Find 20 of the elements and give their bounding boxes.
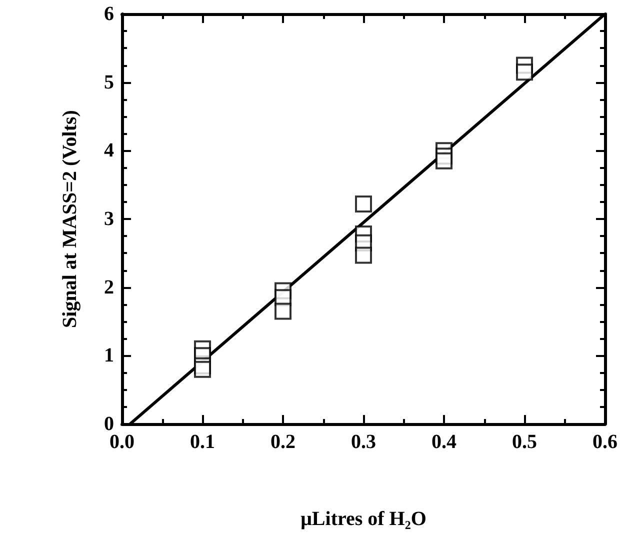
y-tick-label: 6 xyxy=(104,3,114,25)
x-tick-label: 0.6 xyxy=(592,431,618,453)
y-tick-label: 2 xyxy=(104,276,114,298)
x-tick-label: 0.5 xyxy=(512,431,537,453)
x-axis-title: μLitres of H₂O xyxy=(300,508,426,530)
y-tick-label: 3 xyxy=(104,208,114,230)
point xyxy=(274,302,292,320)
x-tick-label: 0.3 xyxy=(351,431,376,453)
point xyxy=(436,152,452,170)
x-tick-label: 0.4 xyxy=(432,431,456,453)
y-tick-label: 5 xyxy=(104,71,114,94)
point xyxy=(355,195,372,212)
y-tick-label: 1 xyxy=(104,344,114,367)
point xyxy=(516,64,533,81)
y-axis-title: Signal at MASS=2 (Volts) xyxy=(59,110,81,328)
point xyxy=(194,360,211,378)
y-tick-label: 4 xyxy=(104,140,114,162)
point xyxy=(355,246,372,264)
x-tick-label: 0.2 xyxy=(270,431,296,453)
x-tick-label: 0.1 xyxy=(190,431,215,453)
